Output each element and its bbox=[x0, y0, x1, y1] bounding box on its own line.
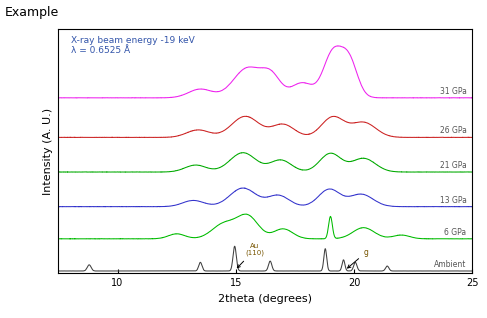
Text: 31 GPa: 31 GPa bbox=[440, 87, 467, 96]
Text: 13 GPa: 13 GPa bbox=[440, 196, 467, 205]
Text: 6 GPa: 6 GPa bbox=[444, 228, 467, 237]
Text: Au
(110): Au (110) bbox=[237, 243, 264, 268]
Text: X-ray beam energy -19 keV
λ = 0.6525 Å: X-ray beam energy -19 keV λ = 0.6525 Å bbox=[71, 36, 195, 55]
Text: Ambient: Ambient bbox=[434, 260, 467, 269]
Y-axis label: Intensity (A. U.): Intensity (A. U.) bbox=[43, 107, 53, 195]
Text: Example: Example bbox=[5, 6, 59, 19]
Text: 26 GPa: 26 GPa bbox=[440, 127, 467, 135]
X-axis label: 2theta (degrees): 2theta (degrees) bbox=[218, 294, 313, 304]
Text: 21 GPa: 21 GPa bbox=[440, 161, 467, 170]
Text: g: g bbox=[348, 248, 368, 268]
